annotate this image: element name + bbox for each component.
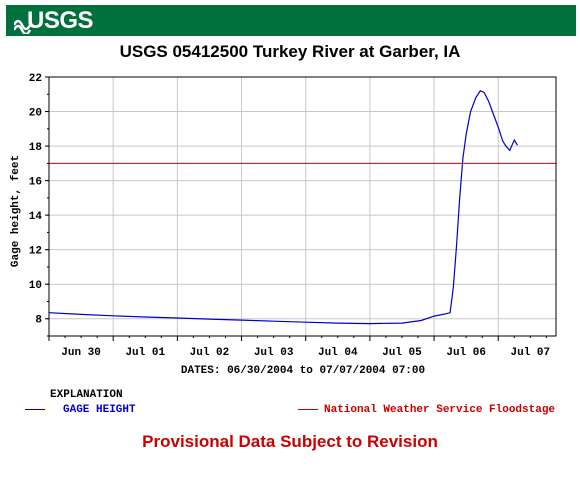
- y-tick-label: 16: [29, 177, 42, 189]
- y-axis-ticks: 8 10 12 14 16 18 20 22: [29, 73, 49, 337]
- gage-height-series: [48, 90, 519, 325]
- legend-gage-swatch: [25, 408, 45, 410]
- usgs-logo-icon[interactable]: [14, 7, 104, 34]
- legend-gage-label: GAGE HEIGHT: [63, 404, 136, 416]
- x-tick-label: Jul 06: [446, 347, 486, 359]
- legend-flood-swatch: [298, 408, 318, 410]
- legend-floodstage: National Weather Service Floodstage: [298, 404, 555, 416]
- y-tick-label: 22: [29, 73, 42, 85]
- chart-title: USGS 05412500 Turkey River at Garber, IA: [119, 42, 461, 61]
- chart-grid: [49, 76, 556, 336]
- x-tick-label: Jul 03: [254, 347, 294, 359]
- x-tick-label: Jul 01: [125, 347, 165, 359]
- y-tick-label: 10: [29, 280, 42, 292]
- explanation-title: EXPLANATION: [50, 389, 123, 401]
- y-tick-label: 14: [29, 211, 43, 223]
- legend-flood-label: National Weather Service Floodstage: [324, 404, 556, 416]
- x-tick-label: Jun 30: [61, 347, 101, 359]
- y-tick-label: 18: [29, 142, 43, 154]
- gage-height-line: [48, 90, 519, 325]
- x-tick-label: Jul 05: [382, 347, 422, 359]
- x-tick-label: Jul 07: [511, 347, 551, 359]
- x-tick-label: Jul 02: [190, 347, 230, 359]
- y-axis-label: Gage height, feet: [10, 155, 22, 267]
- y-tick-label: 12: [29, 246, 42, 258]
- x-tick-label: Jul 04: [318, 347, 358, 359]
- provisional-notice: Provisional Data Subject to Revision: [142, 432, 438, 451]
- x-axis-label: DATES: 06/30/2004 to 07/07/2004 07:00: [181, 365, 425, 377]
- legend-gage-height: GAGE HEIGHT: [25, 404, 136, 416]
- usgs-logo-text: USGS: [27, 7, 94, 34]
- y-tick-label: 20: [29, 108, 42, 120]
- usgs-banner: USGS: [6, 5, 576, 36]
- plot-frame: [48, 76, 557, 337]
- x-axis-ticks: Jun 30 Jul 01 Jul 02 Jul 03 Jul 04 Jul 05 Jul …: [48, 336, 551, 359]
- y-tick-label: 8: [35, 315, 42, 327]
